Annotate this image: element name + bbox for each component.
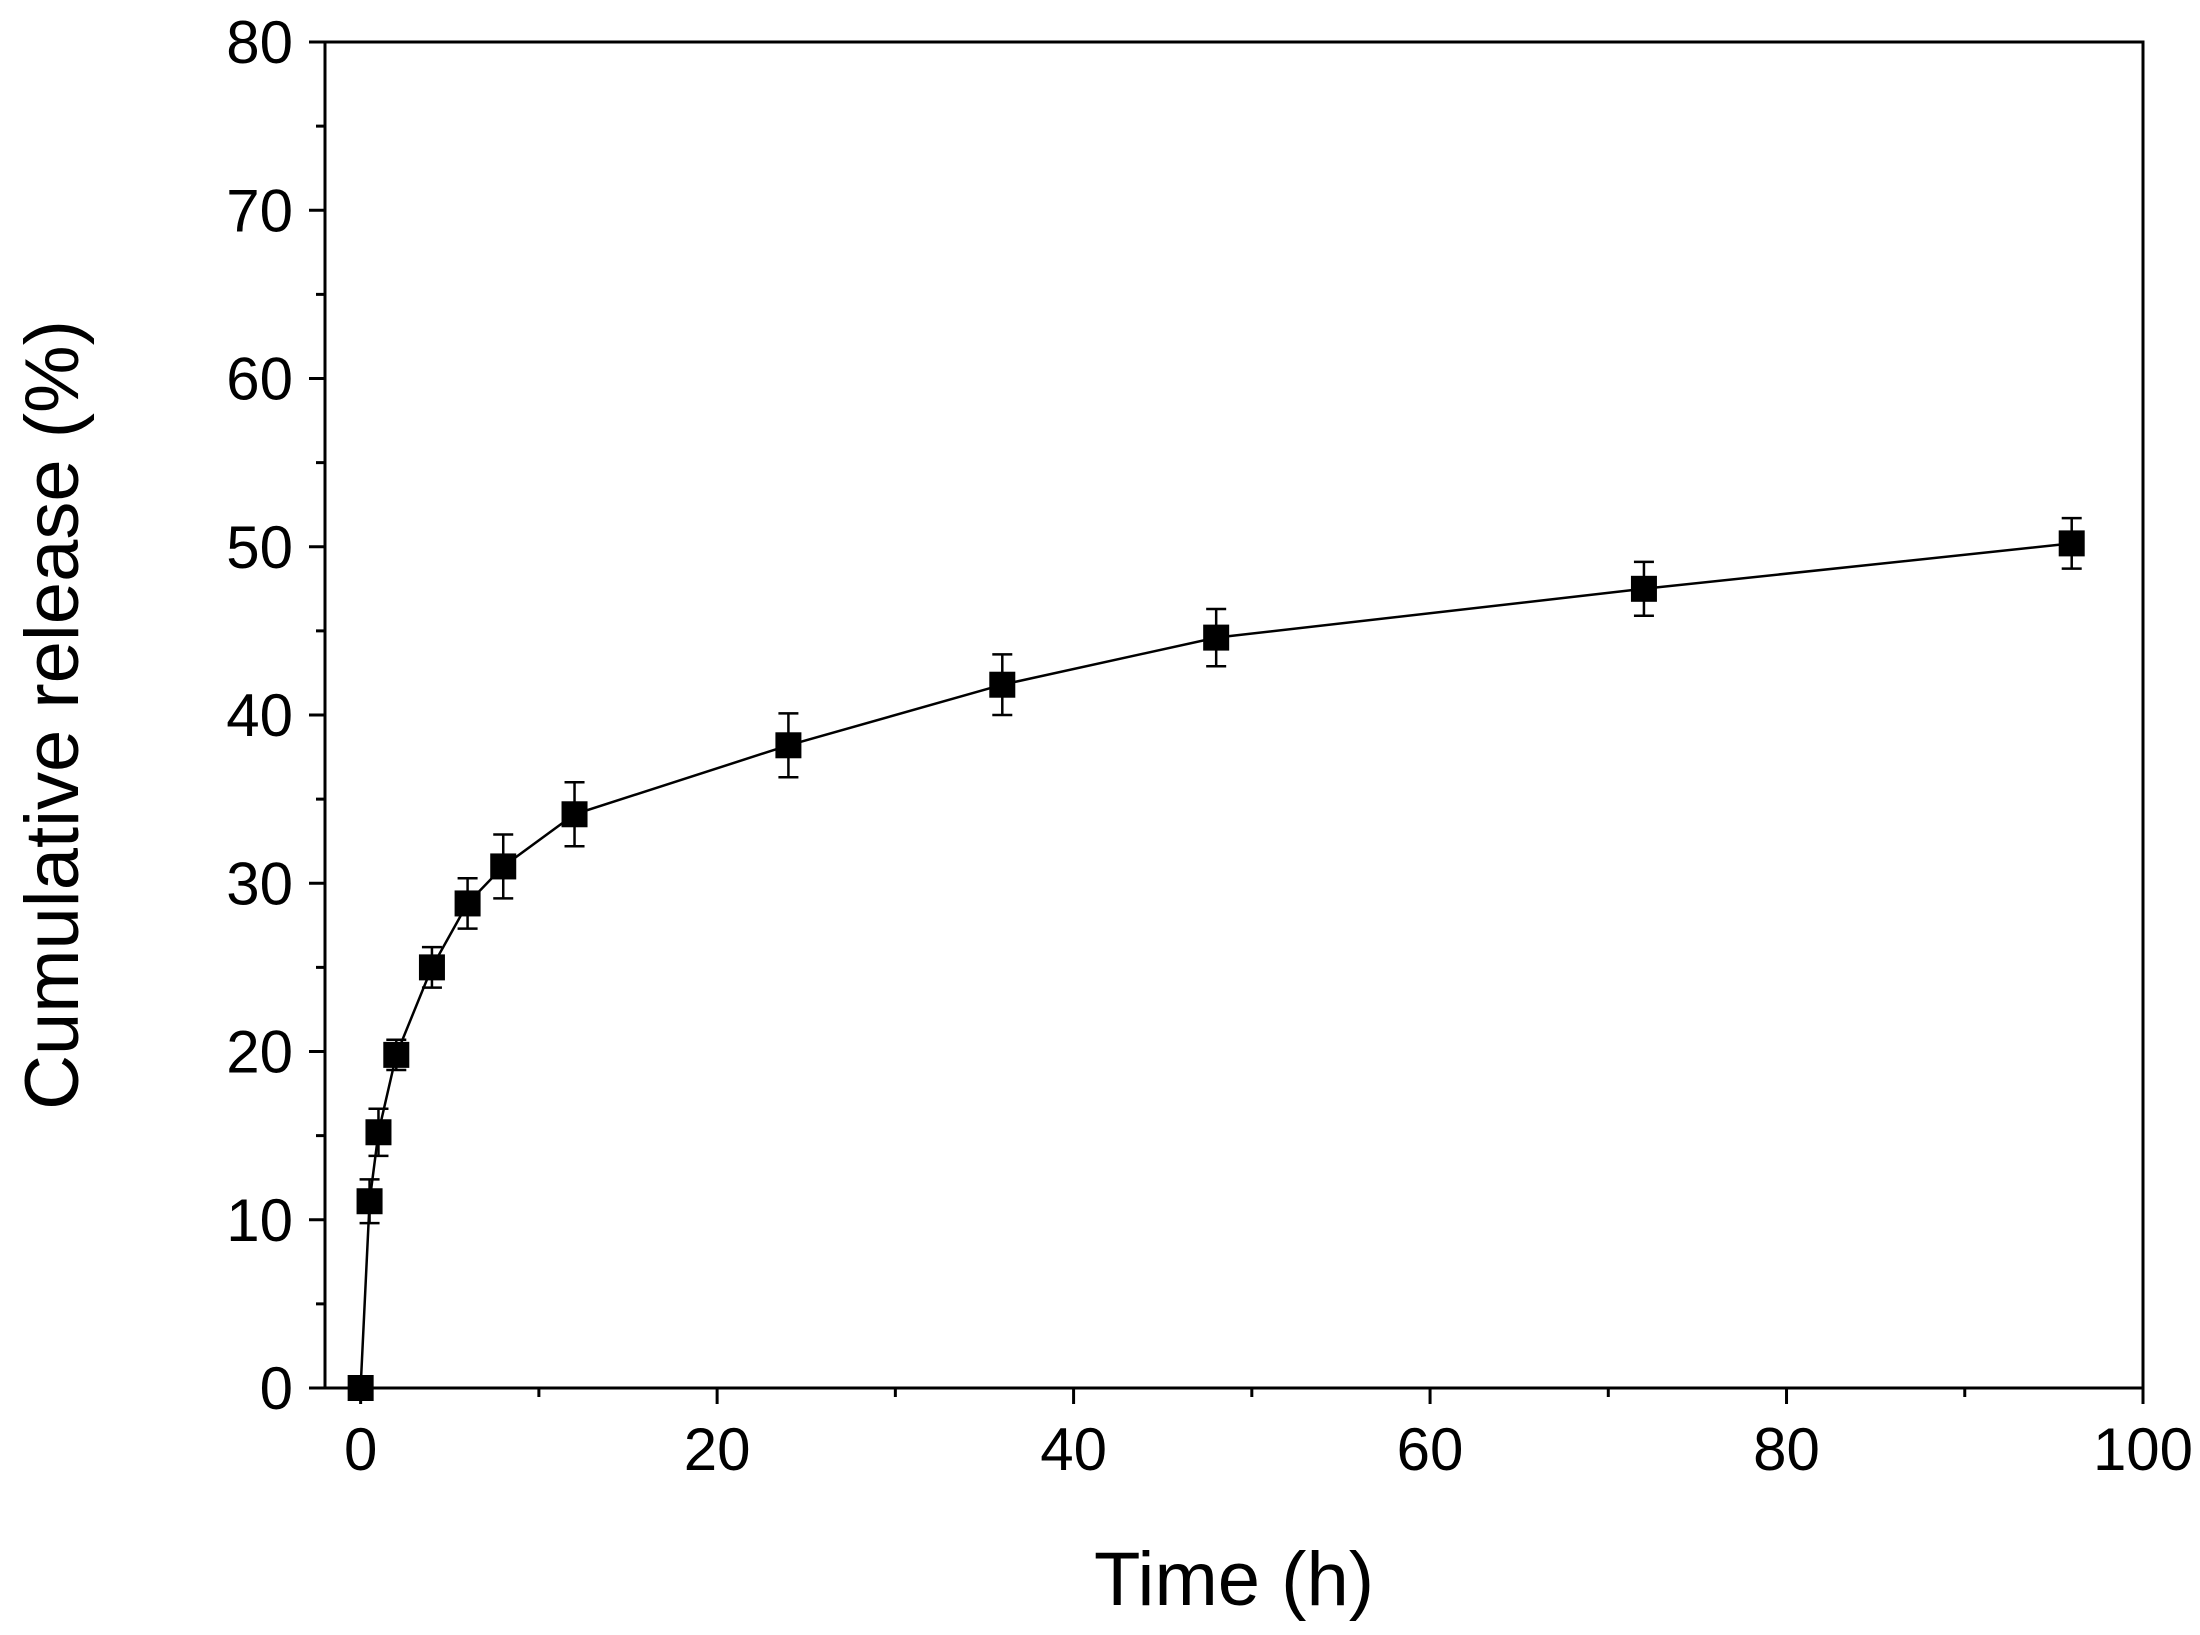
x-axis-title: Time (h) [1094, 1537, 1374, 1622]
data-point [383, 1041, 410, 1068]
data-point [1630, 575, 1657, 602]
x-tick-label: 40 [1040, 1416, 1107, 1483]
data-point [2058, 530, 2085, 557]
y-tick-label: 50 [226, 514, 293, 581]
y-tick-label: 10 [226, 1187, 293, 1254]
plot-frame [323, 40, 2145, 1390]
data-point [454, 890, 481, 917]
data-point [365, 1119, 392, 1146]
y-axis-title: Cumulative release (%) [10, 320, 95, 1110]
x-tick-label: 20 [684, 1416, 751, 1483]
x-tick-label: 60 [1397, 1416, 1464, 1483]
x-tick-label: 100 [2093, 1416, 2193, 1483]
x-tick-label: 80 [1753, 1416, 1820, 1483]
data-point [775, 732, 802, 759]
y-tick-label: 80 [226, 9, 293, 76]
data-point [490, 853, 517, 880]
y-axis-ticks: 0 10 20 30 40 50 60 70 80 [226, 9, 325, 1422]
data-point [989, 671, 1016, 698]
y-tick-label: 40 [226, 682, 293, 749]
data-point [418, 954, 445, 981]
series-line [359, 542, 2072, 1389]
x-axis-ticks: 0 20 40 60 80 100 [344, 1388, 2193, 1483]
data-point [356, 1188, 383, 1215]
y-tick-label: 20 [226, 1019, 293, 1086]
series-layer [347, 516, 2085, 1401]
data-point [561, 801, 588, 828]
y-tick-label: 30 [226, 850, 293, 917]
x-tick-label: 0 [344, 1416, 377, 1483]
y-tick-label: 60 [226, 346, 293, 413]
y-tick-label: 70 [226, 177, 293, 244]
y-tick-label: 0 [260, 1355, 293, 1422]
data-point [1203, 624, 1230, 651]
data-point [347, 1375, 374, 1401]
